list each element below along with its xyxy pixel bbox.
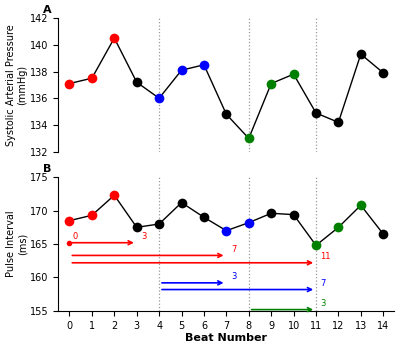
Text: B: B: [43, 164, 52, 174]
Text: 3: 3: [320, 299, 326, 308]
Text: 7: 7: [231, 245, 236, 254]
Text: 11: 11: [320, 252, 331, 261]
Y-axis label: Systolic Arterial Pressure
(mmHg): Systolic Arterial Pressure (mmHg): [6, 24, 27, 146]
Text: 7: 7: [320, 279, 326, 288]
Text: 3: 3: [231, 272, 236, 281]
Text: A: A: [43, 5, 52, 15]
Y-axis label: Pulse Interval
(ms): Pulse Interval (ms): [6, 211, 27, 277]
Text: 0: 0: [73, 232, 78, 241]
X-axis label: Beat Number: Beat Number: [185, 333, 267, 343]
Text: 3: 3: [141, 232, 146, 241]
